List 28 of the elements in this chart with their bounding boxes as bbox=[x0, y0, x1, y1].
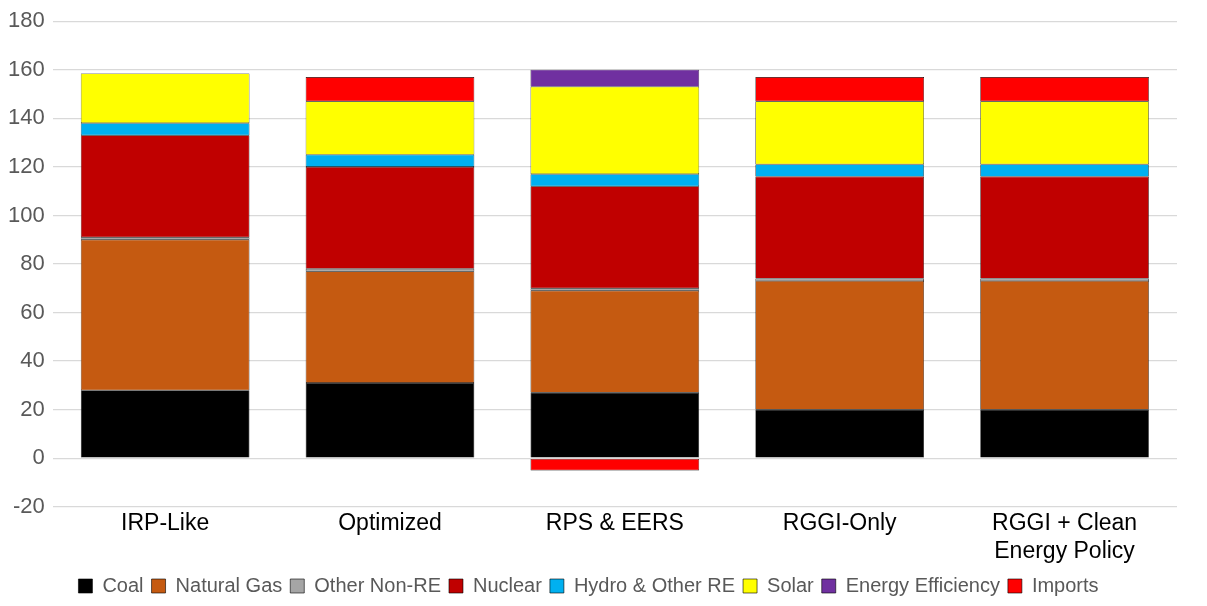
x-tick-label: RGGI-Only bbox=[782, 508, 898, 535]
y-tick-label: -20 bbox=[12, 492, 45, 518]
legend-label: Solar bbox=[767, 573, 815, 596]
y-tick-label: 60 bbox=[20, 298, 45, 324]
y-tick-label: 140 bbox=[7, 104, 45, 130]
x-tick-label: IRP-Like bbox=[121, 508, 210, 535]
legend-label: Coal bbox=[102, 573, 144, 596]
legend-label: Hydro & Other RE bbox=[573, 573, 736, 596]
y-tick-label: 40 bbox=[20, 347, 45, 373]
bar bbox=[80, 390, 250, 458]
bar bbox=[530, 392, 700, 458]
y-tick-label: 20 bbox=[20, 395, 45, 421]
legend-label: Energy Efficiency bbox=[845, 573, 1000, 596]
y-tick-label: 120 bbox=[7, 152, 45, 178]
y-tick-label: 180 bbox=[7, 7, 45, 33]
x-tick-label: RGGI + Clean Energy Policy bbox=[992, 508, 1138, 563]
legend-label: Imports bbox=[1031, 573, 1099, 596]
x-tick-label: RPS & EERS bbox=[545, 508, 684, 535]
bar bbox=[980, 409, 1149, 458]
y-tick-label: 0 bbox=[32, 444, 45, 470]
bar bbox=[305, 382, 475, 458]
y-tick-label: 100 bbox=[7, 201, 45, 227]
legend-label: Natural Gas bbox=[175, 573, 283, 596]
y-tick-label: 160 bbox=[7, 55, 45, 81]
legend-label: Other Non-RE bbox=[314, 573, 441, 596]
y-tick-label: 80 bbox=[20, 250, 45, 276]
x-tick-label: Optimized bbox=[338, 508, 442, 535]
legend-label: Nuclear bbox=[472, 573, 543, 596]
